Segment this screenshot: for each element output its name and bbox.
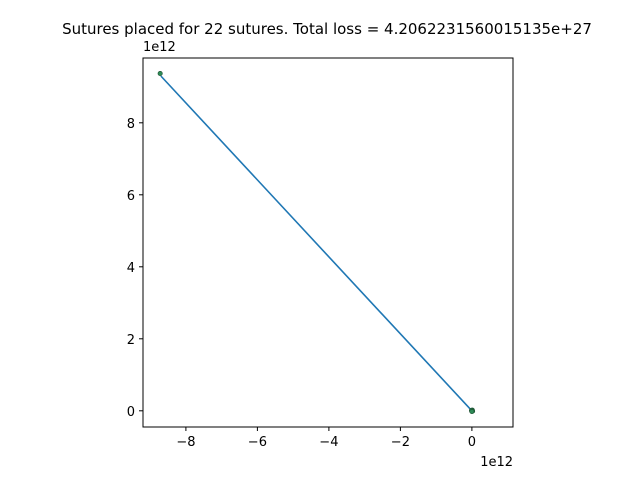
suture-point-5	[469, 409, 475, 415]
x-tick-label-3: −2	[391, 435, 410, 450]
suture-point-0	[157, 70, 163, 76]
x-offset-label: 1e12	[480, 455, 513, 470]
plot-area	[157, 70, 476, 415]
x-tick-label-4: 0	[468, 435, 476, 450]
y-axis: 0 2 4 6 8	[127, 117, 143, 420]
y-tick-label-1: 2	[127, 333, 135, 348]
axes-frame	[142, 57, 514, 428]
y-tick-label-2: 4	[127, 261, 135, 276]
y-offset-label: 1e12	[143, 40, 176, 55]
x-axis: −8 −6 −4 −2 0	[176, 427, 476, 450]
chart-title: Sutures placed for 22 sutures. Total los…	[62, 20, 592, 38]
x-tick-label-1: −6	[248, 435, 267, 450]
x-tick-label-2: −4	[319, 435, 338, 450]
y-tick-label-4: 8	[127, 117, 135, 132]
series-line-0	[160, 75, 473, 412]
y-tick-label-0: 0	[127, 405, 135, 420]
y-tick-label-3: 6	[127, 189, 135, 204]
x-tick-label-0: −8	[176, 435, 195, 450]
